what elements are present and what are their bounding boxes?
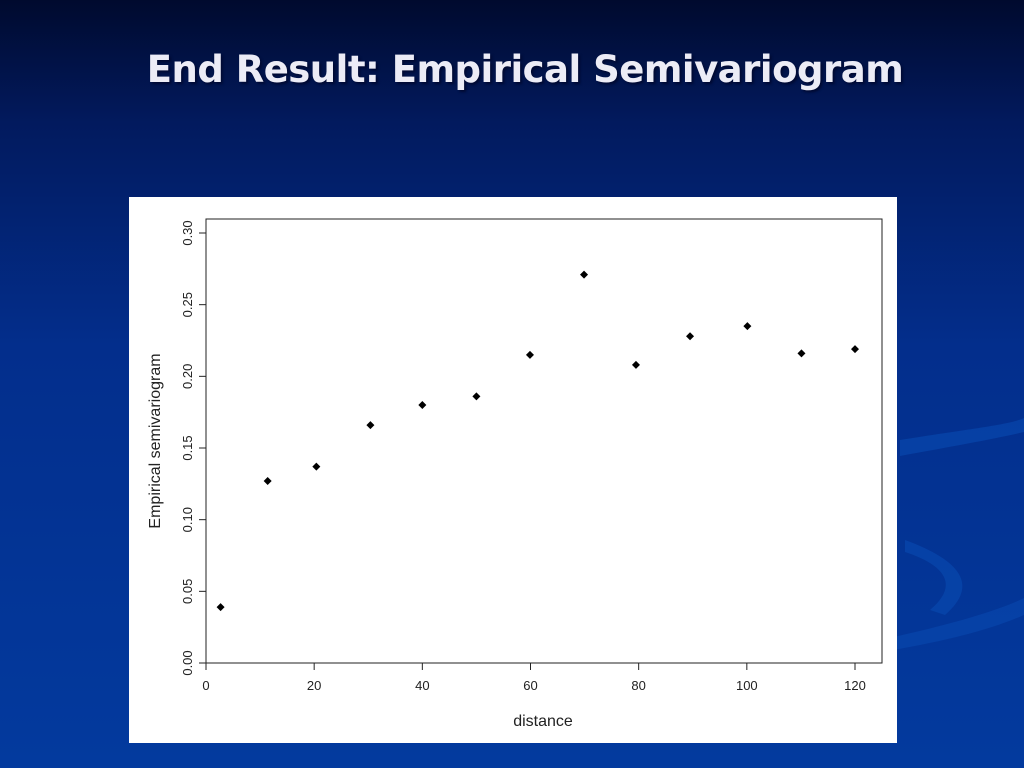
plot-frame — [205, 218, 883, 664]
x-tick-label: 40 — [415, 678, 429, 693]
data-point — [580, 270, 589, 279]
y-tick-label: 0.05 — [180, 579, 195, 604]
x-tick-label: 60 — [523, 678, 537, 693]
x-axis-title: distance — [513, 713, 573, 730]
data-point — [525, 350, 534, 359]
data-point — [743, 322, 752, 331]
chart-panel: 0 20 40 60 80 100 120 0.00 0.05 0.10 0.15 0.20 0.25… — [129, 197, 897, 743]
scatter-chart: 0 20 40 60 80 100 120 0.00 0.05 0.10 0.15 0.20 0.25… — [147, 218, 883, 730]
x-tick-label: 120 — [844, 678, 866, 693]
y-axis: 0.00 0.05 0.10 0.15 0.20 0.25 0.30 — [180, 220, 206, 676]
x-tick-label: 0 — [202, 678, 209, 693]
data-point — [851, 345, 859, 354]
x-tick-label: 100 — [736, 678, 758, 693]
data-point — [312, 462, 321, 471]
data-point — [686, 332, 695, 341]
data-point — [216, 603, 225, 612]
data-point — [366, 421, 375, 430]
y-tick-label: 0.00 — [180, 650, 195, 675]
x-axis: 0 20 40 60 80 100 120 — [202, 663, 866, 693]
x-tick-label: 80 — [631, 678, 645, 693]
y-tick-label: 0.30 — [180, 220, 195, 245]
slide-title: End Result: Empirical Semivariogram — [146, 48, 904, 91]
data-point — [418, 401, 427, 409]
data-point — [797, 349, 806, 358]
x-tick-label: 20 — [307, 678, 321, 693]
y-tick-label: 0.10 — [180, 507, 195, 532]
data-points — [216, 270, 859, 612]
data-point — [263, 476, 272, 485]
y-tick-label: 0.20 — [180, 364, 195, 389]
y-tick-label: 0.15 — [180, 435, 195, 460]
y-tick-label: 0.25 — [180, 292, 195, 317]
data-point — [631, 360, 640, 369]
y-axis-title: Empirical semivariogram — [147, 353, 164, 528]
data-point — [472, 392, 481, 401]
